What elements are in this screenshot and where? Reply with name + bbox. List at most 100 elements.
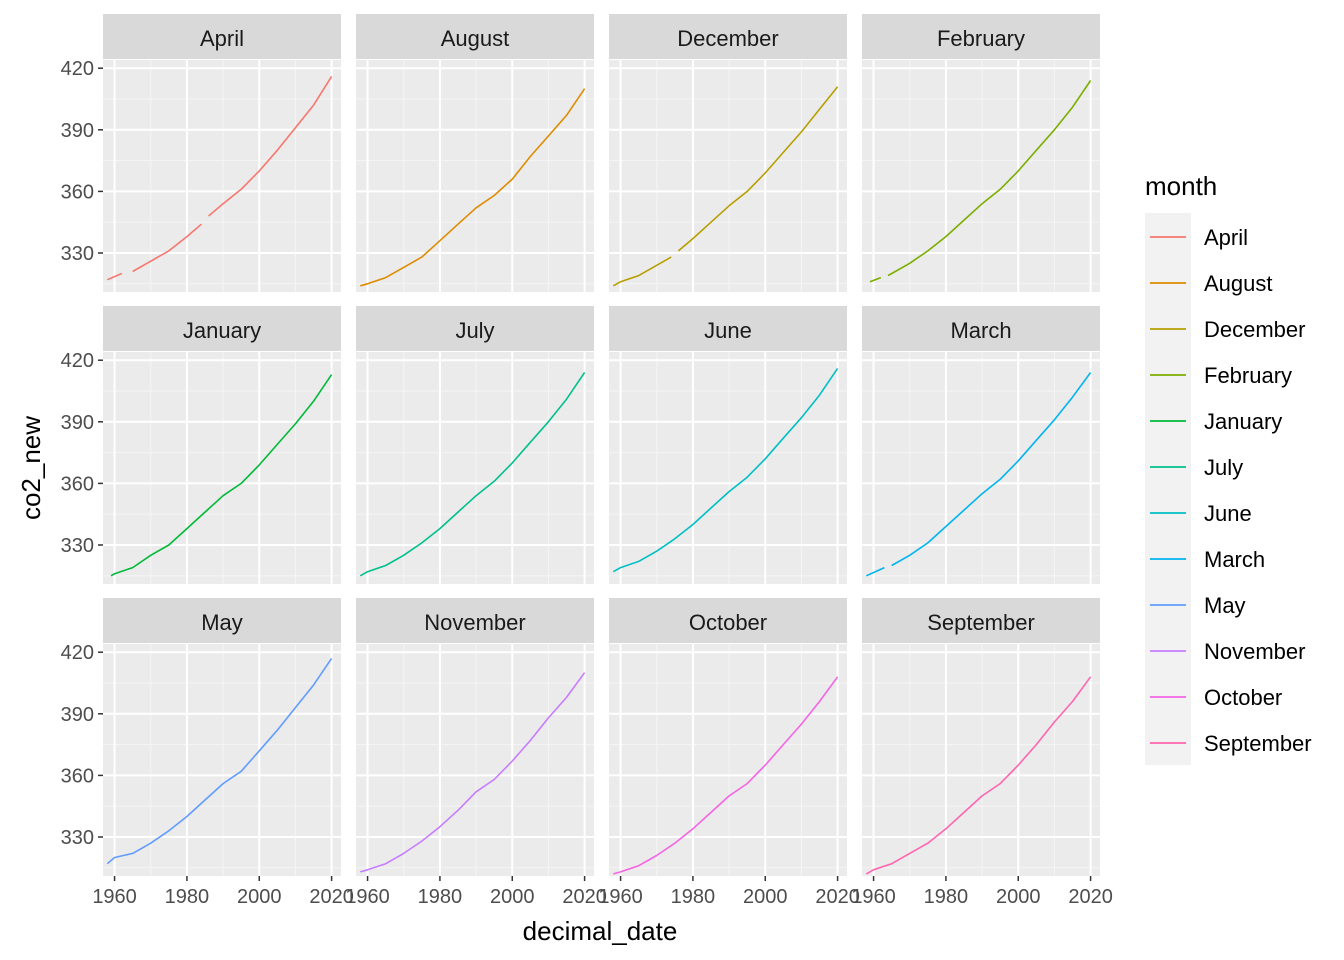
series-line-september: [865, 676, 1092, 875]
series-line-april: [132, 223, 202, 273]
facet-strip-label: January: [183, 318, 261, 343]
x-tick-label: 2020: [309, 886, 354, 908]
series-line-october: [613, 676, 839, 875]
x-tick-label: 1960: [92, 886, 137, 908]
facet-strip-label: July: [455, 318, 494, 343]
y-tick-label: 330: [61, 535, 94, 557]
legend-key-background: [1145, 213, 1191, 765]
panel-background: [862, 644, 1100, 876]
y-tick-label: 420: [61, 642, 94, 664]
series-line-november: [360, 672, 586, 873]
facet-panel-may: May 330 360 390 420 1960 1980 2000 2020: [61, 598, 354, 908]
y-tick-label: 420: [61, 350, 94, 372]
series-line-august: [360, 88, 586, 287]
facet-panel-april: April 330 360 390 420: [61, 14, 341, 292]
legend-label-march: March: [1204, 547, 1265, 572]
panel-background: [103, 352, 341, 584]
facet-strip-label: December: [677, 26, 778, 51]
x-tick-label: 1980: [418, 886, 463, 908]
y-tick-label: 390: [61, 412, 94, 434]
panel-background: [609, 60, 847, 292]
legend-title: month: [1145, 171, 1217, 201]
panel-background: [356, 60, 594, 292]
y-tick-label: 390: [61, 704, 94, 726]
legend-label-june: June: [1204, 501, 1252, 526]
legend-label-november: November: [1204, 639, 1305, 664]
panel-background: [609, 644, 847, 876]
x-tick-label: 2020: [1068, 886, 1113, 908]
x-tick-label: 2000: [743, 886, 788, 908]
facet-panel-july: July: [356, 306, 594, 584]
legend-label-august: August: [1204, 271, 1273, 296]
series-line-july: [359, 372, 586, 577]
y-tick-label: 360: [61, 765, 94, 787]
panel-background: [862, 60, 1100, 292]
facet-strip-label: June: [704, 318, 752, 343]
y-tick-label: 330: [61, 827, 94, 849]
facet-strip: [103, 598, 341, 643]
x-axis-title: decimal_date: [523, 916, 678, 946]
series-line-february: [887, 80, 1092, 277]
facet-panel-september: September 1960 1980 2000 2020: [851, 598, 1113, 908]
legend: month April August December February January…: [1145, 171, 1312, 765]
facet-panels: April 330 360 390 420 August December February J…: [61, 14, 1113, 908]
facet-strip: [356, 306, 594, 351]
series-line-february: [869, 276, 882, 283]
series-line-december: [677, 86, 839, 252]
facet-strip: [609, 306, 847, 351]
legend-label-december: December: [1204, 317, 1305, 342]
y-tick-label: 330: [61, 243, 94, 265]
facet-strip-label: August: [441, 26, 510, 51]
facet-strip-label: May: [201, 610, 243, 635]
facet-strip: [356, 14, 594, 59]
panel-background: [356, 644, 594, 876]
panel-background: [609, 352, 847, 584]
legend-label-july: July: [1204, 455, 1243, 480]
y-tick-label: 420: [61, 58, 94, 80]
panel-background: [103, 644, 341, 876]
series-line-december: [612, 256, 672, 287]
facet-panel-december: December: [609, 14, 847, 292]
facet-strip: [609, 14, 847, 59]
y-axis-title: co2_new: [16, 416, 46, 520]
series-line-march: [865, 566, 885, 577]
legend-label-may: May: [1204, 593, 1246, 618]
facet-panel-february: February: [862, 14, 1100, 292]
facet-panel-november: November 1960 1980 2000 2020: [345, 598, 607, 908]
series-line-january: [110, 374, 333, 577]
x-tick-label: 2020: [562, 886, 607, 908]
facet-strip: [862, 14, 1100, 59]
x-tick-label: 1960: [851, 886, 896, 908]
facet-strip: [609, 598, 847, 643]
facet-strip-label: October: [689, 610, 767, 635]
series-line-march: [891, 372, 1092, 567]
x-tick-label: 1980: [671, 886, 716, 908]
series-line-april: [106, 272, 123, 281]
facet-panel-march: March: [862, 306, 1100, 584]
legend-label-october: October: [1204, 685, 1282, 710]
x-tick-label: 1960: [345, 886, 390, 908]
facet-panel-june: June: [609, 306, 847, 584]
legend-label-april: April: [1204, 225, 1248, 250]
x-tick-label: 2000: [237, 886, 282, 908]
facet-panel-october: October 1960 1980 2000 2020: [598, 598, 860, 908]
x-tick-label: 1980: [165, 886, 210, 908]
x-tick-label: 1960: [598, 886, 643, 908]
series-line-may: [106, 657, 333, 865]
facet-strip: [103, 306, 341, 351]
legend-label-september: September: [1204, 731, 1312, 756]
x-tick-label: 2020: [815, 886, 860, 908]
y-tick-label: 390: [61, 120, 94, 142]
y-tick-label: 360: [61, 473, 94, 495]
series-line-june: [612, 367, 839, 573]
x-tick-label: 2000: [996, 886, 1041, 908]
facet-strip: [862, 306, 1100, 351]
facet-panel-august: August: [356, 14, 594, 292]
series-line-april: [208, 75, 333, 217]
facet-strip-label: March: [950, 318, 1011, 343]
panel-background: [356, 352, 594, 584]
y-tick-label: 360: [61, 181, 94, 203]
facet-strip: [103, 14, 341, 59]
x-tick-label: 2000: [490, 886, 535, 908]
